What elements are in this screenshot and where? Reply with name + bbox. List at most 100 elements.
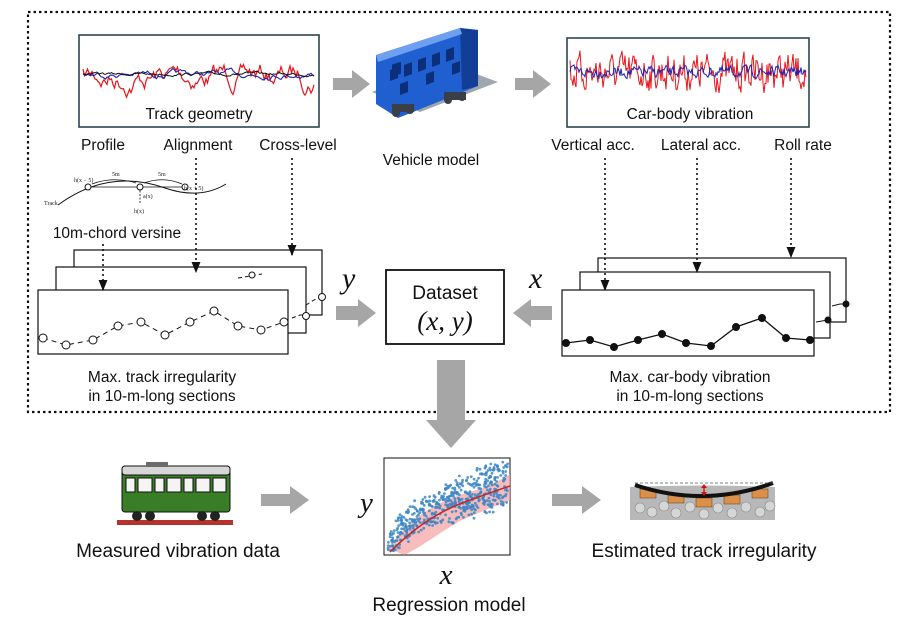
scatter-point <box>475 468 479 472</box>
scatter-point <box>417 513 420 517</box>
scatter-point <box>504 470 508 473</box>
scatter-point <box>490 483 494 487</box>
scatter-point <box>491 510 495 514</box>
scatter-point <box>398 513 402 517</box>
scatter-point <box>444 483 448 487</box>
scatter-point <box>457 486 461 489</box>
vibration-marker <box>634 336 642 344</box>
scatter-point <box>441 518 445 522</box>
track-leaders <box>98 158 297 292</box>
scatter-point <box>457 493 461 497</box>
scatter-point <box>412 511 416 515</box>
scatter-point <box>472 511 476 515</box>
scatter-point <box>397 524 401 527</box>
scatter-point <box>433 495 437 499</box>
track-plot-caption-line1: Max. track irregularity <box>88 369 236 386</box>
scatter-point <box>491 498 495 502</box>
scatter-point <box>453 486 457 490</box>
scatter-point <box>392 529 396 532</box>
scatter-point <box>498 497 501 500</box>
scatter-point <box>471 504 475 508</box>
scatter-point <box>485 499 489 502</box>
scatter-point <box>437 503 440 506</box>
vibration-marker <box>758 314 766 322</box>
scatter-point <box>451 486 455 490</box>
scatter-point <box>413 499 416 503</box>
scatter-point <box>486 488 489 492</box>
vibration-marker <box>658 330 666 338</box>
scatter-point <box>416 509 419 513</box>
vibration-axis-symbol: x <box>528 262 543 295</box>
scatter-point <box>489 462 493 466</box>
scatter-point <box>396 531 400 534</box>
scatter-point <box>468 495 472 498</box>
channel-roll-rate: Roll rate <box>774 137 832 154</box>
scatter-point <box>389 530 393 533</box>
scatter-point <box>394 539 397 543</box>
scatter-point <box>386 548 390 552</box>
scatter-point <box>407 540 410 543</box>
car-body-vibration-title: Car-body vibration <box>627 106 754 123</box>
vibration-channel-labels: Vertical acc. Lateral acc. Roll rate <box>551 137 832 154</box>
scatter-point <box>483 510 487 513</box>
scatter-point <box>448 517 451 520</box>
scatter-point <box>472 507 476 511</box>
car-body-vibration-plots <box>561 257 850 357</box>
scatter-point <box>473 501 477 505</box>
scatter-point <box>496 502 499 506</box>
scatter-point <box>436 516 440 520</box>
versine-track-label: Track <box>44 201 58 207</box>
scatter-point <box>443 492 446 495</box>
vehicle-model-label: Vehicle model <box>383 152 480 169</box>
scatter-point <box>465 497 469 501</box>
scatter-point <box>433 520 437 524</box>
track-plot-caption-line2: in 10-m-long sections <box>88 388 236 405</box>
scatter-point <box>449 504 453 508</box>
scatter-point <box>417 519 421 523</box>
scatter-point <box>488 475 492 479</box>
channel-lateral-acc: Lateral acc. <box>661 137 741 154</box>
regression-x-label: x <box>439 559 453 591</box>
scatter-point <box>386 544 390 547</box>
scatter-point <box>429 520 433 524</box>
scatter-point <box>423 518 426 522</box>
vibration-marker <box>562 339 570 347</box>
measured-vibration-label: Measured vibration data <box>76 541 280 562</box>
scatter-point <box>404 510 408 514</box>
scatter-point <box>488 481 492 485</box>
versine-h-label: h(x) <box>134 208 144 215</box>
scatter-point <box>428 502 431 506</box>
scatter-point <box>422 526 426 530</box>
scatter-point <box>475 504 478 508</box>
scatter-point <box>496 484 500 488</box>
scatter-point <box>504 474 507 477</box>
scatter-point <box>414 507 417 511</box>
versine-left-point: h(x − 5) <box>74 177 93 184</box>
vibration-marker <box>682 339 690 347</box>
vibration-signal-blue <box>569 63 807 80</box>
arrow-dataset-to-regression <box>426 360 476 448</box>
scatter-point <box>484 480 488 484</box>
scatter-point <box>434 510 438 514</box>
scatter-point <box>495 492 498 495</box>
scatter-point <box>396 535 399 539</box>
scatter-point <box>418 508 422 512</box>
scatter-point <box>452 491 456 495</box>
regression-model-label: Regression model <box>372 595 525 616</box>
scatter-points <box>386 460 509 553</box>
scatter-point <box>400 522 403 525</box>
scatter-point <box>488 510 491 514</box>
scatter-point <box>496 464 499 467</box>
scatter-point <box>444 513 447 517</box>
scatter-point <box>403 526 407 529</box>
scatter-point <box>442 495 445 498</box>
scatter-point <box>447 520 451 524</box>
dataset-arrows <box>336 299 552 448</box>
scatter-point <box>472 477 476 481</box>
scatter-point <box>495 495 499 498</box>
scatter-point <box>454 479 458 482</box>
scatter-point <box>480 472 484 475</box>
vibration-marker <box>782 334 790 342</box>
scatter-point <box>493 477 497 480</box>
